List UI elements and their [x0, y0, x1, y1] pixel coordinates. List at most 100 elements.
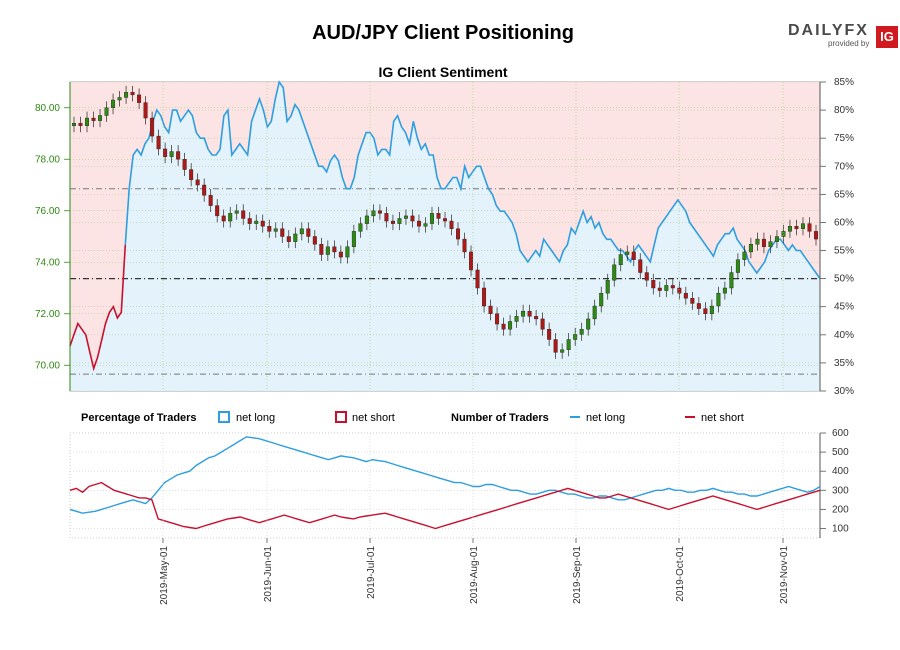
chart-title: AUD/JPY Client Positioning — [312, 22, 574, 44]
legend-pct-short-swatch — [335, 411, 347, 423]
count-tick-label: 500 — [832, 447, 849, 458]
candle-body — [98, 115, 103, 121]
candle-body — [449, 220, 454, 229]
pct-tick-label: 40% — [834, 330, 854, 341]
candle-body — [273, 228, 278, 232]
candle-body — [143, 102, 148, 119]
candle-body — [508, 321, 513, 330]
candle-body — [469, 251, 474, 271]
candle-body — [117, 97, 122, 101]
candle-body — [625, 251, 630, 255]
candle-body — [462, 238, 467, 253]
candle-body — [618, 254, 623, 266]
date-tick-label: 2019-Aug-01 — [469, 546, 480, 604]
candle-body — [176, 151, 181, 160]
candle-body — [807, 223, 812, 232]
candle-body — [104, 107, 109, 116]
candle-body — [488, 305, 493, 314]
candle-body — [573, 334, 578, 340]
legend-num-short: net short — [701, 412, 744, 424]
price-tick-label: 70.00 — [35, 360, 60, 371]
pct-tick-label: 60% — [834, 217, 854, 228]
candle-body — [722, 287, 727, 294]
pct-tick-label: 35% — [834, 358, 854, 369]
net-short-line — [69, 244, 127, 372]
candle-body — [560, 349, 565, 353]
pct-tick-label: 50% — [834, 274, 854, 285]
candle-body — [293, 233, 298, 242]
candle-body — [254, 220, 259, 224]
candle-body — [696, 303, 701, 309]
candle-body — [169, 151, 174, 157]
candle-body — [735, 259, 740, 273]
legend-pct-short: net short — [352, 412, 395, 424]
candle-body — [403, 215, 408, 219]
candle-body — [247, 218, 252, 224]
candle-body — [150, 117, 155, 137]
candle-body — [521, 310, 526, 317]
candle-body — [306, 228, 311, 237]
price-tick-label: 76.00 — [35, 206, 60, 217]
chart-subtitle: IG Client Sentiment — [378, 64, 508, 80]
candle-body — [586, 318, 591, 330]
candle-body — [475, 269, 480, 289]
date-tick-label: 2019-Sep-01 — [572, 546, 583, 604]
date-tick-label: 2019-May-01 — [159, 546, 170, 605]
date-tick-label: 2019-Jun-01 — [263, 546, 274, 603]
candle-body — [241, 210, 246, 219]
count-tick-label: 200 — [832, 504, 849, 515]
candle-body — [716, 292, 721, 307]
candle-body — [286, 236, 291, 242]
candle-body — [182, 159, 187, 170]
candle-body — [299, 228, 304, 235]
candle-body — [547, 329, 552, 340]
candle-body — [443, 218, 447, 222]
candle-body — [85, 117, 90, 126]
pct-tick-label: 75% — [834, 133, 854, 144]
legend-pct-long: net long — [236, 412, 275, 424]
candle-body — [651, 280, 656, 289]
candle-body — [592, 305, 597, 320]
sentiment-price-chart: 30% 35% 40% 45% 50% 55% 60% 65% 70% 75% 80% 85% 70.0… — [35, 77, 854, 397]
candle-body — [124, 92, 129, 98]
short-traders-line — [69, 481, 821, 530]
candle-body — [709, 305, 714, 314]
candle-body — [384, 213, 389, 222]
candle-body — [91, 117, 96, 121]
count-tick-label: 400 — [832, 466, 849, 477]
candle-body — [690, 298, 695, 304]
count-tick-label: 600 — [832, 428, 849, 439]
candle-body — [338, 251, 343, 258]
candle-body — [364, 215, 369, 224]
price-tick-label: 74.00 — [35, 257, 60, 268]
candle-body — [644, 272, 649, 281]
candle-body — [228, 213, 233, 222]
candle-body — [390, 220, 395, 224]
candle-body — [189, 169, 194, 181]
candle-body — [163, 148, 168, 157]
legend-pct-title: Percentage of Traders — [81, 412, 197, 424]
price-tick-label: 80.00 — [35, 103, 60, 114]
candle-body — [280, 228, 285, 237]
candle-body — [332, 246, 337, 253]
candle-body — [605, 280, 610, 294]
candle-body — [482, 287, 487, 307]
candle-body — [495, 313, 500, 325]
date-tick-label: 2019-Oct-01 — [675, 546, 686, 602]
candle-body — [208, 195, 213, 206]
candle-body — [800, 223, 805, 229]
candle-body — [377, 210, 382, 214]
candle-body — [319, 244, 324, 255]
candle-body — [787, 225, 792, 232]
date-tick-label: 2019-Nov-01 — [779, 546, 790, 604]
logo-text: DAILYFX — [788, 22, 869, 39]
candle-body — [670, 285, 675, 289]
candle-body — [202, 184, 207, 196]
candle-body — [416, 220, 421, 227]
candle-body — [540, 318, 545, 330]
candle-body — [423, 223, 428, 227]
legend-pct-long-swatch — [218, 411, 230, 423]
candle-body — [814, 231, 818, 240]
candle-body — [748, 244, 753, 253]
